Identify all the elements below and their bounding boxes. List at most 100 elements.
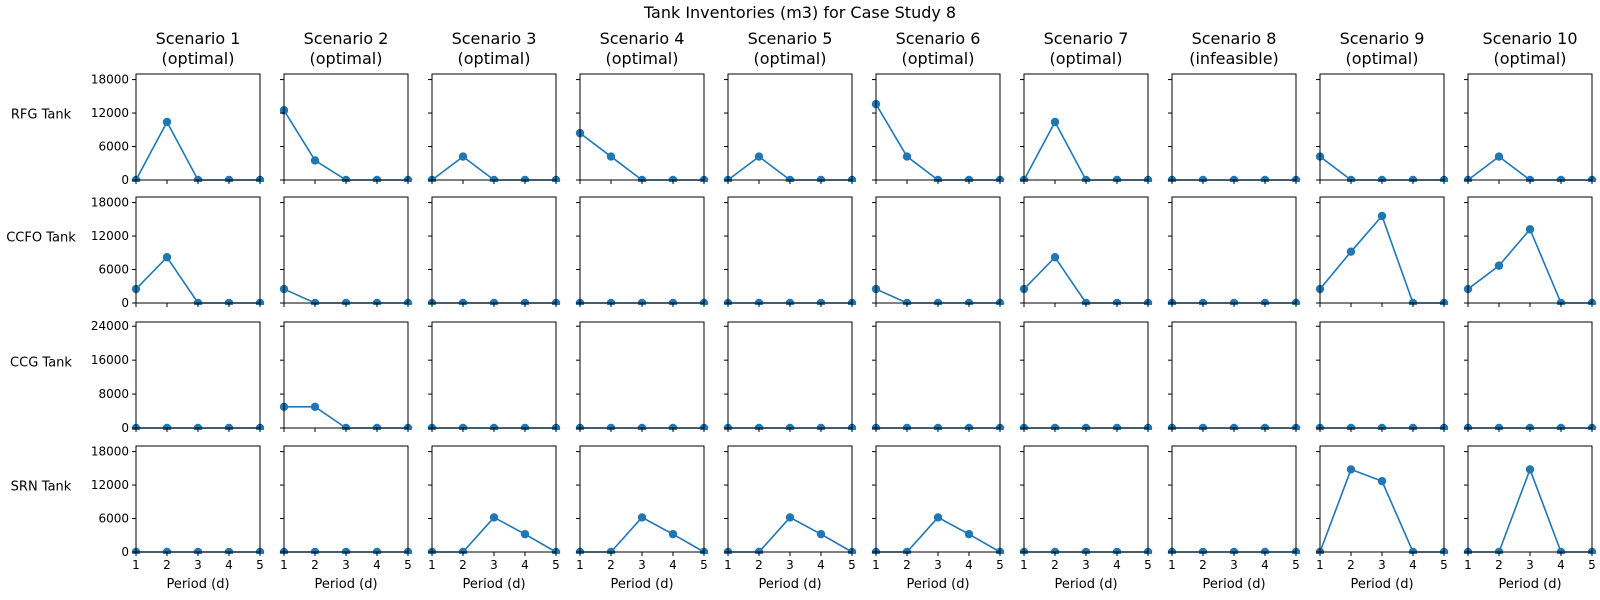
series-line xyxy=(1319,214,1444,304)
data-point xyxy=(668,529,678,539)
subplot-panel xyxy=(871,73,1005,184)
x-axis-label: Period (d) xyxy=(462,577,525,592)
subplot-panel xyxy=(279,73,413,184)
y-tick-label: 6000 xyxy=(98,263,129,277)
subplot-panel: 0 6000 12000 18000 xyxy=(91,196,265,310)
scenario-title: Scenario 6 xyxy=(896,29,981,48)
x-tick-label: 1 xyxy=(724,558,732,572)
data-point xyxy=(162,253,172,262)
axes-frame xyxy=(135,321,261,429)
axes-frame xyxy=(579,73,705,181)
series-group xyxy=(131,253,265,305)
scenario-status: (optimal) xyxy=(902,49,975,68)
series-line xyxy=(432,516,557,553)
y-tick-label: 0 xyxy=(121,173,129,187)
x-tick-label: 3 xyxy=(1378,558,1386,572)
x-tick-label: 5 xyxy=(256,558,264,572)
subplot-panel xyxy=(1019,321,1153,432)
x-tick-label: 3 xyxy=(786,558,794,572)
data-point xyxy=(310,156,320,165)
series-line xyxy=(1468,467,1592,553)
series-group xyxy=(1019,253,1153,305)
scenario-status: (optimal) xyxy=(162,49,235,68)
axes-frame xyxy=(1023,196,1149,304)
subplot-panel: 1 2 3 4 5 Period (d) xyxy=(1463,445,1597,592)
x-tick-label: 2 xyxy=(607,558,615,572)
data-point xyxy=(964,529,974,539)
data-point xyxy=(637,513,647,522)
x-tick-label: 3 xyxy=(1230,558,1238,572)
y-tick-label: 6000 xyxy=(98,140,129,154)
x-tick-label: 2 xyxy=(1051,558,1059,572)
subplot-panel: 1 2 3 4 5 Period (d) xyxy=(1019,445,1153,592)
series-group xyxy=(1019,117,1153,182)
subplot-panel xyxy=(1463,196,1597,307)
data-point xyxy=(310,402,320,411)
subplot-panel: 1 2 3 4 5 Period (d) xyxy=(575,445,709,592)
subplot-panel: 0 8000 16000 24000 xyxy=(91,319,265,435)
series-group xyxy=(723,152,857,182)
subplot-panel: 1 2 3 4 5 Period (d) xyxy=(871,445,1005,592)
subplot-panel xyxy=(871,196,1005,307)
data-point xyxy=(1050,117,1060,127)
axes-frame xyxy=(1023,445,1149,553)
axes-frame xyxy=(135,73,261,181)
x-axis-label: Period (d) xyxy=(610,577,673,592)
row-label: CCG Tank xyxy=(10,356,72,371)
axes-frame xyxy=(283,73,409,181)
axes-frame xyxy=(579,445,705,553)
x-tick-label: 2 xyxy=(1347,558,1355,572)
x-tick-label: 4 xyxy=(817,558,825,572)
axes-frame xyxy=(1171,196,1297,304)
series-group xyxy=(1463,152,1597,182)
y-tick-label: 8000 xyxy=(98,387,129,401)
y-tick-label: 6000 xyxy=(98,512,129,526)
series-group xyxy=(1315,465,1449,554)
axes-frame xyxy=(1319,73,1445,181)
series-line xyxy=(728,516,853,553)
axes-frame xyxy=(1171,73,1297,181)
axes-frame xyxy=(579,196,705,304)
row-label: SRN Tank xyxy=(11,480,72,495)
data-point xyxy=(1346,465,1356,474)
x-tick-label: 2 xyxy=(1495,558,1503,572)
x-axis-label: Period (d) xyxy=(906,577,969,592)
series-line xyxy=(875,103,1000,181)
subplot-panel xyxy=(427,73,561,184)
subplot-panel xyxy=(1167,196,1301,307)
scenario-titles: Scenario 1(optimal)Scenario 2(optimal)Sc… xyxy=(156,29,1578,68)
x-axis-label: Period (d) xyxy=(1054,577,1117,592)
y-tick-label: 24000 xyxy=(91,319,129,333)
axes-frame xyxy=(283,445,409,553)
x-tick-label: 4 xyxy=(1557,558,1565,572)
axes-frame xyxy=(1467,321,1593,429)
axes-frame xyxy=(1171,445,1297,553)
series-line xyxy=(1467,227,1592,304)
x-tick-label: 5 xyxy=(996,558,1004,572)
subplot-panel: 1 2 3 4 5 Period (d) xyxy=(427,445,561,592)
axes-frame xyxy=(1467,445,1593,553)
scenario-title: Scenario 8 xyxy=(1192,29,1277,48)
series-group xyxy=(1315,152,1449,182)
y-tick-label: 18000 xyxy=(91,445,129,459)
x-axis-label: Period (d) xyxy=(314,577,377,592)
axes-frame xyxy=(1319,445,1445,553)
subplot-panel xyxy=(723,73,857,184)
axes-frame xyxy=(727,73,853,181)
axes-frame xyxy=(135,196,261,304)
axes-frame xyxy=(431,321,557,429)
axes-frame xyxy=(1171,321,1297,429)
x-tick-label: 4 xyxy=(225,558,233,572)
scenario-status: (optimal) xyxy=(458,49,531,68)
subplot-grid: 0600012000180000600012000180000800016000… xyxy=(91,73,1597,592)
x-axis-label: Period (d) xyxy=(1498,577,1561,592)
data-point xyxy=(754,152,764,161)
row-label: RFG Tank xyxy=(11,108,72,123)
y-tick-label: 0 xyxy=(121,545,129,559)
axes-frame xyxy=(579,321,705,429)
scenario-title: Scenario 1 xyxy=(156,29,241,48)
subplot-panel xyxy=(1167,321,1301,432)
x-tick-label: 2 xyxy=(459,558,467,572)
scenario-title: Scenario 4 xyxy=(600,29,685,48)
scenario-title: Scenario 7 xyxy=(1044,29,1129,48)
